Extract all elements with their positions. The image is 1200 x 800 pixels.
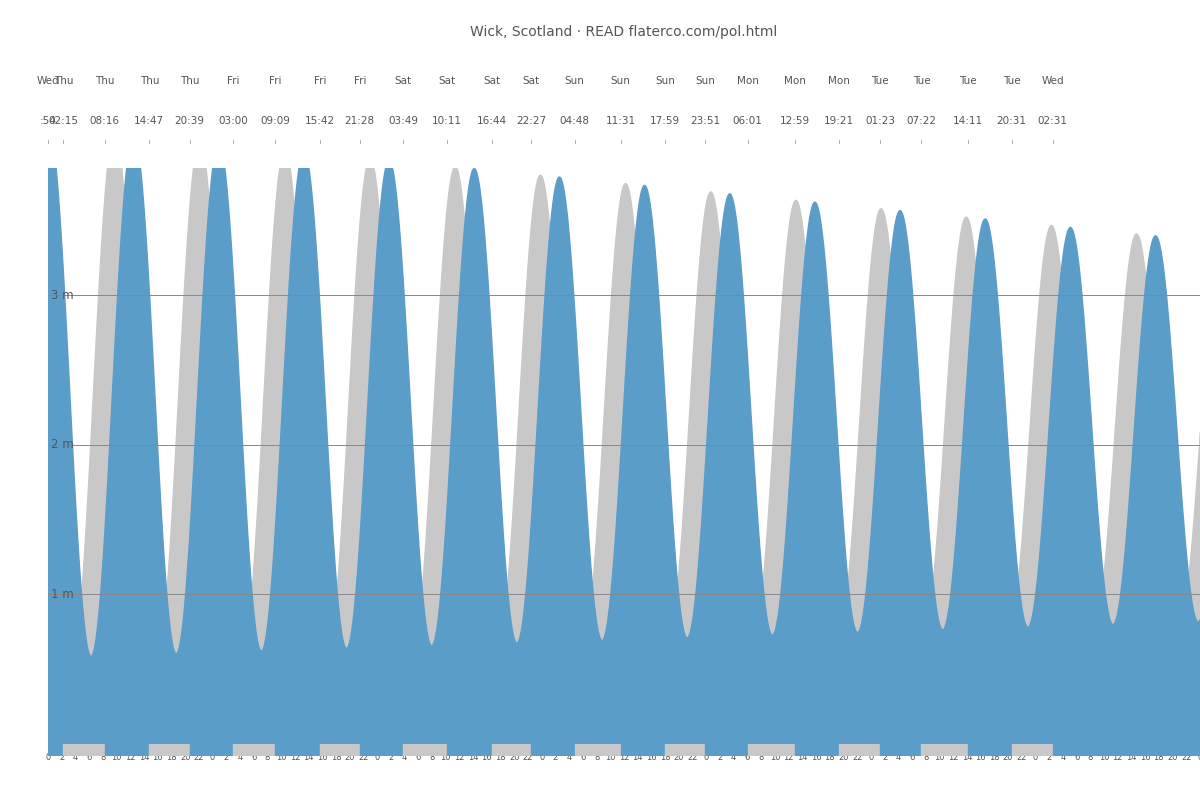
Text: 21:28: 21:28 <box>344 116 374 126</box>
Bar <box>64 744 104 756</box>
Text: Thu: Thu <box>54 76 73 86</box>
Bar <box>360 744 403 756</box>
Bar <box>532 744 575 756</box>
Text: 04:48: 04:48 <box>559 116 589 126</box>
Bar <box>796 744 839 756</box>
Text: Tue: Tue <box>912 76 930 86</box>
Bar <box>575 744 620 756</box>
Text: Tue: Tue <box>871 76 889 86</box>
Bar <box>149 744 190 756</box>
Text: Sun: Sun <box>611 76 631 86</box>
Text: Wick, Scotland · READ flaterco.com/pol.html: Wick, Scotland · READ flaterco.com/pol.h… <box>470 25 778 39</box>
Text: 01:23: 01:23 <box>865 116 895 126</box>
Text: 11:31: 11:31 <box>606 116 636 126</box>
Text: 16:44: 16:44 <box>476 116 506 126</box>
Text: Sun: Sun <box>695 76 715 86</box>
Bar <box>665 744 706 756</box>
Text: 20:31: 20:31 <box>996 116 1026 126</box>
Text: :54: :54 <box>40 116 56 126</box>
Bar <box>446 744 492 756</box>
Bar <box>403 744 446 756</box>
Bar <box>1012 744 1052 756</box>
Text: 22:27: 22:27 <box>516 116 546 126</box>
Text: 03:49: 03:49 <box>389 116 419 126</box>
Text: Fri: Fri <box>269 76 282 86</box>
Text: 14:11: 14:11 <box>953 116 983 126</box>
Text: Tue: Tue <box>1003 76 1020 86</box>
Bar <box>190 744 233 756</box>
Text: Sat: Sat <box>395 76 412 86</box>
Text: 17:59: 17:59 <box>650 116 680 126</box>
Text: Sat: Sat <box>484 76 500 86</box>
Text: 2 m: 2 m <box>52 438 74 451</box>
Bar <box>748 744 796 756</box>
Bar <box>881 744 922 756</box>
Text: 15:42: 15:42 <box>305 116 335 126</box>
Text: Thu: Thu <box>180 76 199 86</box>
Text: Mon: Mon <box>828 76 850 86</box>
Bar <box>48 744 64 756</box>
Text: Sun: Sun <box>655 76 674 86</box>
Text: Wed: Wed <box>1042 76 1064 86</box>
Bar <box>620 744 665 756</box>
Text: 20:39: 20:39 <box>175 116 204 126</box>
Text: Mon: Mon <box>785 76 806 86</box>
Text: 12:59: 12:59 <box>780 116 810 126</box>
Text: Wed: Wed <box>37 76 59 86</box>
Text: 02:15: 02:15 <box>48 116 78 126</box>
Bar <box>275 744 320 756</box>
Text: Sat: Sat <box>438 76 456 86</box>
Text: Sat: Sat <box>522 76 540 86</box>
Text: 09:09: 09:09 <box>260 116 290 126</box>
Bar <box>320 744 360 756</box>
Text: 10:11: 10:11 <box>432 116 462 126</box>
Text: 03:00: 03:00 <box>218 116 248 126</box>
Text: Mon: Mon <box>737 76 758 86</box>
Text: Thu: Thu <box>139 76 160 86</box>
Text: 02:31: 02:31 <box>1038 116 1068 126</box>
Bar <box>706 744 748 756</box>
Bar <box>922 744 968 756</box>
Text: 06:01: 06:01 <box>733 116 762 126</box>
Bar <box>968 744 1012 756</box>
Bar <box>1052 744 1200 756</box>
Bar <box>104 744 149 756</box>
Bar <box>492 744 532 756</box>
Bar <box>839 744 881 756</box>
Text: Fri: Fri <box>227 76 239 86</box>
Text: 1 m: 1 m <box>52 588 74 601</box>
Text: 07:22: 07:22 <box>906 116 936 126</box>
Text: Fri: Fri <box>354 76 366 86</box>
Text: 23:51: 23:51 <box>690 116 720 126</box>
Text: Sun: Sun <box>565 76 584 86</box>
Text: 19:21: 19:21 <box>824 116 854 126</box>
Text: Fri: Fri <box>314 76 326 86</box>
Text: 3 m: 3 m <box>52 289 74 302</box>
Text: 08:16: 08:16 <box>90 116 120 126</box>
Text: Tue: Tue <box>959 76 977 86</box>
Text: 14:47: 14:47 <box>134 116 164 126</box>
Text: Thu: Thu <box>95 76 114 86</box>
Bar <box>233 744 275 756</box>
